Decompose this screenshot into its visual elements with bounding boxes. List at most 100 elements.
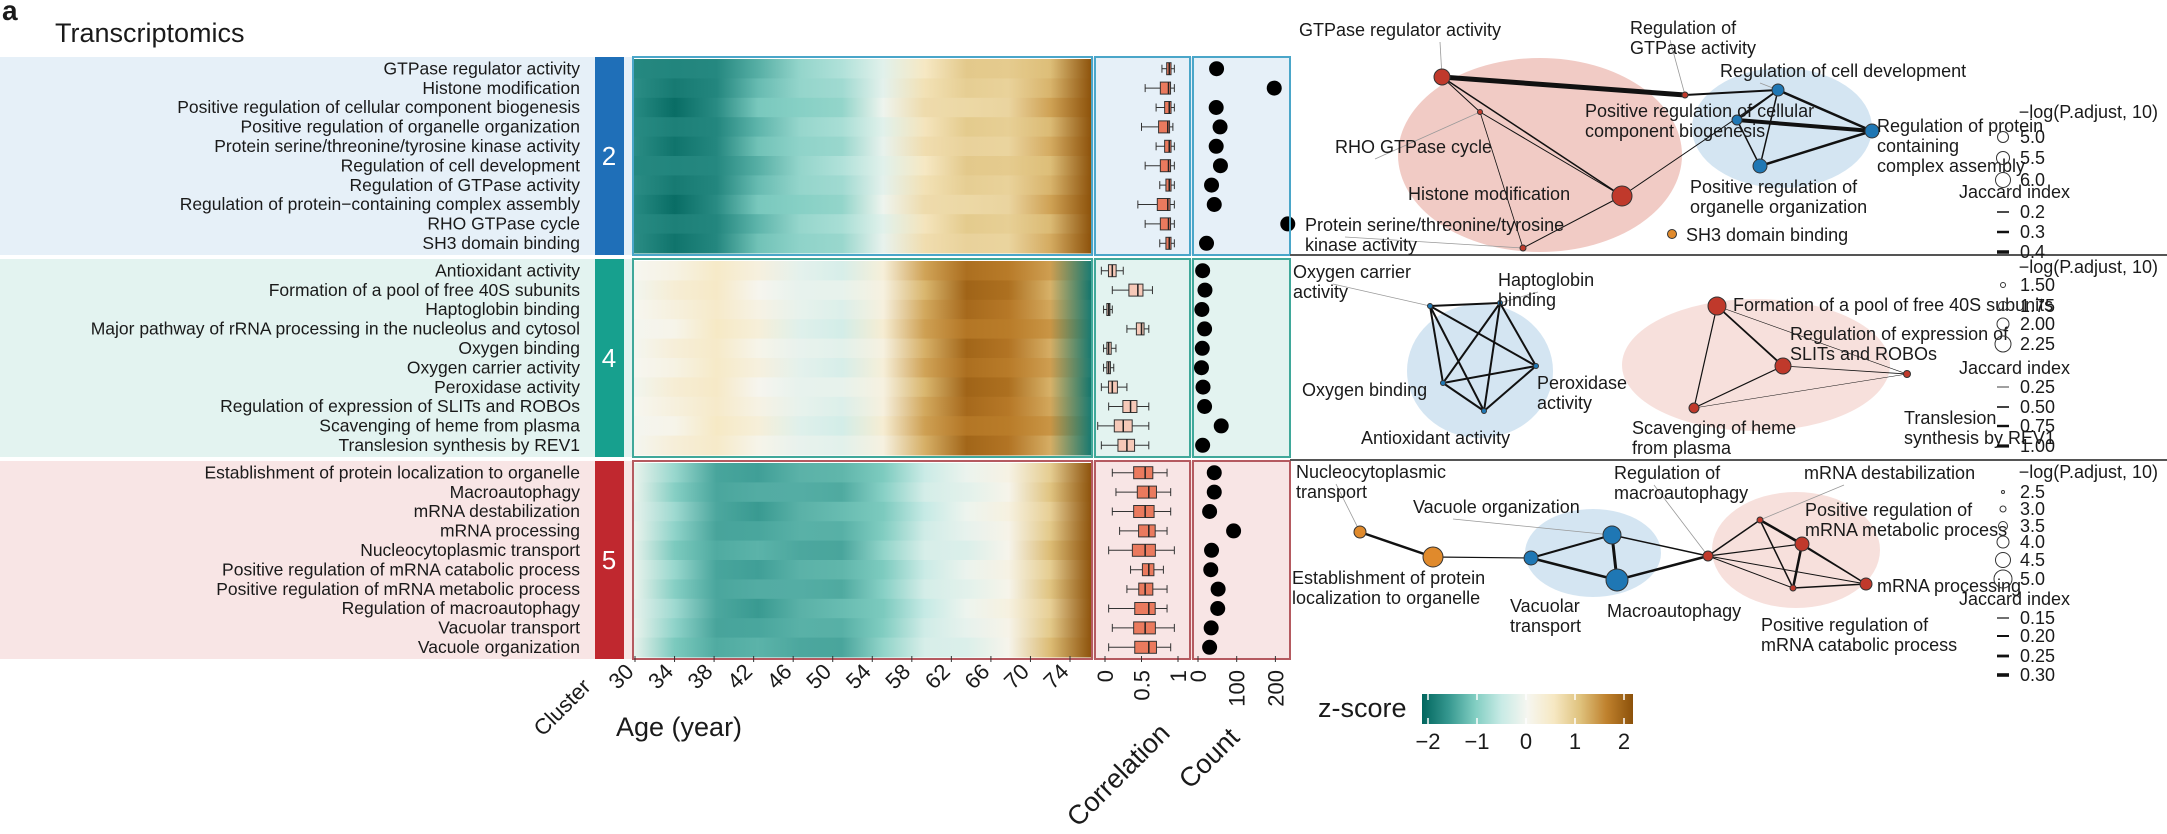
jaccard-legend-label: 0.30	[2020, 665, 2055, 685]
network-node-label: Regulation of GTPase activity	[1630, 18, 1756, 58]
term-label: Peroxidase activity	[434, 377, 580, 397]
network-node	[1707, 296, 1727, 316]
network-node-label: Histone modification	[1408, 184, 1570, 204]
network-node	[1903, 370, 1911, 378]
pvalue-legend-circle	[1998, 301, 2008, 311]
network-node	[1611, 185, 1633, 207]
network-edge	[1693, 365, 1784, 409]
heatmap-row	[633, 435, 1092, 456]
network-edge	[1429, 305, 1485, 412]
cluster-color-bar	[595, 259, 624, 457]
network-node-label-line: Positive regulation of	[1761, 615, 1929, 635]
network-node-label-line: localization to organelle	[1292, 588, 1480, 608]
network-label-leader	[1759, 484, 1845, 521]
network-node-label-line: SH3 domain binding	[1686, 225, 1848, 245]
zscore-colorbar	[1422, 694, 1633, 724]
network-edge	[1429, 305, 1444, 384]
corr-tick-label: 0	[1093, 670, 1118, 682]
count-dot	[1206, 465, 1222, 481]
jaccard-legend-title: Jaccard index	[1959, 589, 2070, 609]
network-node-label: mRNA processing	[1877, 576, 2021, 596]
network-node-label: SH3 domain binding	[1686, 225, 1848, 245]
term-label: Oxygen carrier activity	[407, 357, 580, 377]
heatmap-row	[633, 194, 1092, 215]
network-node-label: GTPase regulator activity	[1299, 20, 1501, 40]
cluster-id-label: 5	[602, 545, 616, 575]
network-node	[1794, 536, 1810, 552]
pvalue-legend-circle	[2000, 282, 2006, 288]
network-node-label: Antioxidant activity	[1361, 428, 1510, 448]
network-edge	[1432, 556, 1532, 559]
pvalue-legend-circle	[1996, 317, 2010, 331]
count-frame	[1192, 56, 1291, 256]
network-node-label-line: RHO GTPase cycle	[1335, 137, 1492, 157]
jaccard-legend-label: 0.4	[2020, 242, 2045, 262]
corr-box	[1134, 640, 1157, 654]
network-node	[1774, 357, 1792, 375]
term-label: Regulation of expression of SLITs and RO…	[220, 396, 580, 416]
network-node-label-line: Vacuole organization	[1413, 497, 1580, 517]
zscore-legend-title: z-score	[1318, 693, 1407, 723]
count-dot	[1194, 340, 1210, 356]
pvalue-legend-circle	[1993, 569, 2013, 589]
network-node-label-line: mRNA processing	[1877, 576, 2021, 596]
heatmap-border	[632, 258, 1093, 458]
corr-box	[1135, 322, 1145, 336]
heatmap-border	[632, 56, 1093, 256]
term-label: Macroautophagy	[450, 482, 581, 502]
network-edge	[1759, 519, 1794, 589]
network-label-leader	[1452, 518, 1613, 536]
age-tick-label: 70	[999, 659, 1034, 694]
network-node-label-line: Macroautophagy	[1607, 601, 1741, 621]
pvalue-legend-circle	[1996, 535, 2010, 549]
network-node	[1440, 380, 1446, 386]
network-node-label: Establishment of protein localization to …	[1292, 568, 1485, 608]
heatmap-row	[633, 319, 1092, 340]
network-edge	[1479, 111, 1524, 249]
age-tick-label: 30	[604, 659, 639, 694]
network-node-label: Oxygen binding	[1302, 380, 1427, 400]
network-node	[1756, 516, 1764, 524]
pvalue-legend-label: 2.25	[2020, 334, 2055, 354]
count-axis-label: Count	[1173, 722, 1246, 795]
pvalue-legend-circle	[1994, 335, 2012, 353]
corr-box	[1159, 217, 1172, 231]
count-dot	[1197, 282, 1213, 298]
network-node	[1688, 402, 1700, 414]
network-node-label-line: mRNA catabolic process	[1761, 635, 1957, 655]
network-edge	[1716, 305, 1784, 367]
network-edge	[1429, 302, 1501, 307]
network-edge	[1777, 88, 1873, 133]
jaccard-legend-label: 0.25	[2020, 646, 2055, 666]
network-node-label-line: Vacuolar	[1510, 596, 1580, 616]
pvalue-legend-label: 3.5	[2020, 516, 2045, 536]
count-dot	[1266, 80, 1282, 96]
network-node-label: Vacuole organization	[1413, 497, 1580, 517]
network-node-label-line: Regulation of	[1614, 463, 1721, 483]
count-dot	[1194, 302, 1210, 317]
term-label: mRNA destabilization	[414, 501, 580, 521]
network-node-label-line: Histone modification	[1408, 184, 1570, 204]
network-node-label-line: mRNA metabolic process	[1805, 520, 2007, 540]
network-node-label-line: binding	[1498, 290, 1556, 310]
corr-box	[1138, 524, 1156, 538]
pvalue-legend-title: −log(P.adjust, 10)	[2019, 102, 2158, 122]
count-dot	[1226, 523, 1242, 539]
network-edge	[1792, 583, 1867, 589]
corr-box	[1165, 236, 1172, 250]
term-label: SH3 domain binding	[422, 233, 580, 253]
network-node-label: Positive regulation of cellular component…	[1585, 101, 1814, 141]
term-label: Scavenging of heme from plasma	[319, 416, 580, 436]
cluster-axis-label: Cluster	[529, 674, 596, 741]
heatmap-row	[633, 59, 1092, 79]
network-node	[1702, 550, 1714, 562]
network-node	[1353, 525, 1367, 539]
count-dot	[1203, 562, 1219, 578]
network-node-label: Protein serine/threonine/tyrosine kinase …	[1305, 215, 1564, 255]
count-dot	[1206, 484, 1222, 500]
network-node-label-line: Oxygen binding	[1302, 380, 1427, 400]
corr-tick-label: 1	[1166, 670, 1191, 682]
network-node-label-line: synthesis by REV1	[1904, 428, 2055, 448]
heatmap-row	[633, 377, 1092, 398]
